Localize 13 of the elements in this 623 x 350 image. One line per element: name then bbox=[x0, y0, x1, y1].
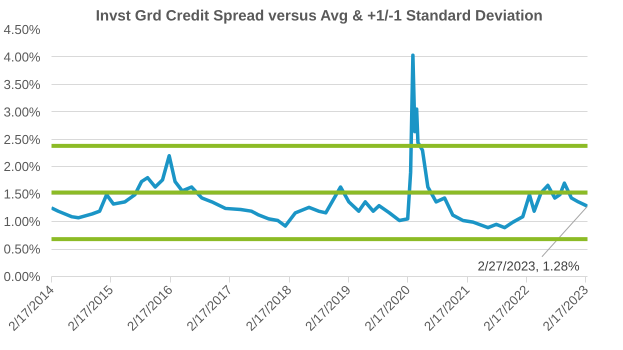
y-tick-label: 3.50% bbox=[4, 76, 41, 92]
y-tick-label: 4.50% bbox=[4, 22, 41, 37]
y-tick-label: 3.00% bbox=[4, 104, 41, 120]
y-tick-label: 2.50% bbox=[4, 132, 41, 147]
y-tick-label: 1.50% bbox=[4, 186, 41, 202]
y-tick-label: 4.00% bbox=[4, 49, 41, 64]
chart-title: Invst Grd Credit Spread versus Avg & +1/-1 Standard Deviation bbox=[96, 8, 543, 24]
line-series bbox=[52, 54, 588, 230]
y-tick-label: 1.00% bbox=[4, 214, 41, 230]
y-tick-label: 0.50% bbox=[4, 242, 41, 257]
y-tick-label: 2.00% bbox=[4, 159, 41, 174]
annotation: 2/27/2023, 1.28% bbox=[478, 258, 580, 274]
y-tick-label: 0.00% bbox=[4, 269, 41, 284]
